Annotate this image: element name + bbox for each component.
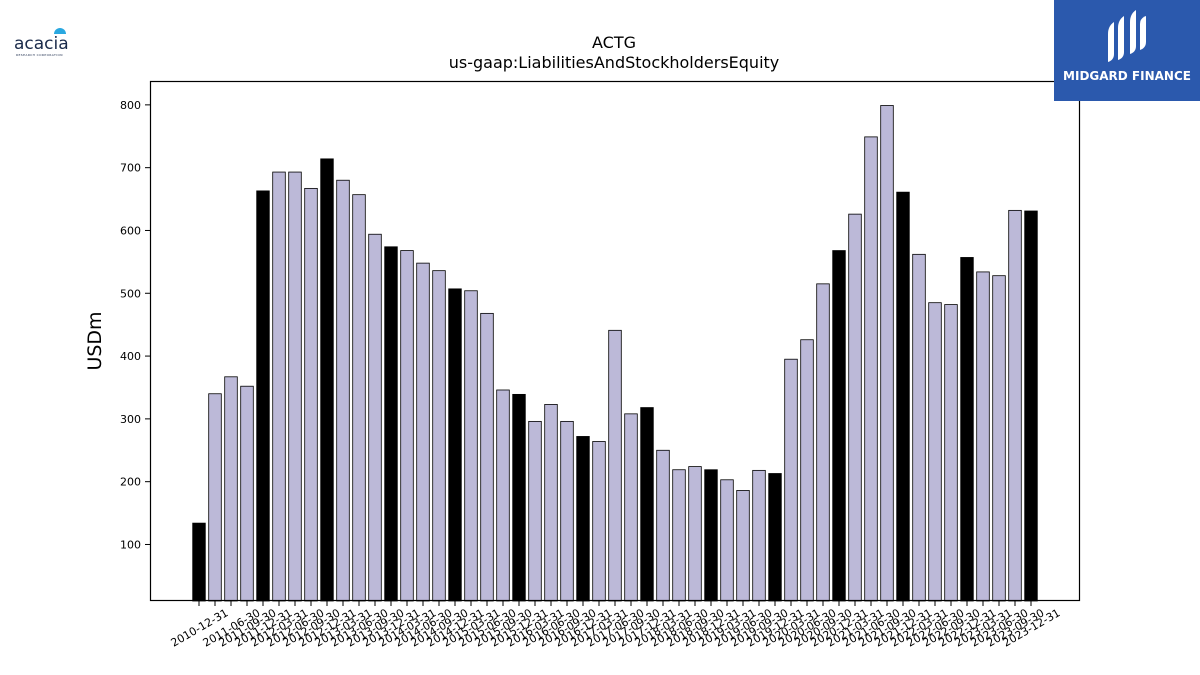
bar-2022-12-31: [960, 257, 974, 602]
bar-2023-12-31: [1024, 210, 1038, 602]
bar-2014-12-31: [448, 288, 462, 602]
bar-2020-06-30: [800, 339, 814, 602]
midgard-m-icon: [1108, 10, 1146, 62]
bar-2020-03-31: [784, 358, 798, 602]
x-axis: 2010-12-312011-06-302011-09-302011-12-31…: [169, 601, 1063, 650]
bar-2011-06-30: [224, 376, 238, 602]
bar-2018-03-31: [656, 449, 670, 602]
bar-2019-09-30: [752, 469, 766, 602]
bar-2023-09-30: [1008, 209, 1022, 602]
bar-2018-09-30: [688, 466, 702, 602]
bar-2016-12-31: [576, 436, 590, 602]
bar-2016-06-30: [544, 404, 558, 602]
bar-2017-12-31: [640, 407, 654, 602]
bar-2015-03-31: [464, 290, 478, 602]
bar-2012-03-31: [272, 171, 286, 602]
bar-2010-12-31: [192, 522, 206, 602]
bar-2020-09-30: [816, 283, 830, 602]
bar-2019-03-31: [720, 479, 734, 602]
bar-2015-12-31: [512, 393, 526, 602]
bar-2021-09-30: [880, 105, 894, 602]
bar-2022-09-30: [944, 304, 958, 602]
bar-2019-12-31: [768, 473, 782, 602]
bar-2018-06-30: [672, 469, 686, 602]
bar-2017-06-30: [608, 329, 622, 602]
chart-subtitle: us-gaap:LiabilitiesAndStockholdersEquity: [449, 53, 780, 72]
bar-2015-06-30: [480, 312, 494, 602]
y-tick-label-700: 700: [120, 162, 141, 175]
y-tick-label-300: 300: [120, 413, 141, 426]
bar-2014-06-30: [416, 262, 430, 602]
bar-2016-09-30: [560, 420, 574, 602]
bar-2013-03-31: [336, 179, 350, 602]
y-axis-label: USDm: [84, 311, 106, 370]
y-tick-label-500: 500: [120, 287, 141, 300]
y-axis: 100 200 300 400 500 600 700 800: [120, 99, 150, 551]
acacia-arc-icon: [54, 28, 66, 34]
bar-2023-03-31: [976, 271, 990, 602]
bar-2021-12-31: [896, 191, 910, 602]
bar-2016-03-31: [528, 420, 542, 602]
bar-2011-12-31: [256, 190, 270, 602]
bar-2012-12-31: [320, 158, 334, 602]
midgard-finance-logo: MIDGARD FINANCE: [1054, 0, 1200, 101]
bar-2018-12-31: [704, 469, 718, 602]
bar-2021-06-30: [864, 136, 878, 602]
acacia-logo: acacia RESEARCH CORPORATION: [14, 26, 76, 57]
bar-2014-03-31: [400, 250, 414, 602]
bars-group: [192, 105, 1038, 602]
acacia-logo-subtext: RESEARCH CORPORATION: [16, 53, 63, 57]
bar-2013-09-30: [368, 233, 382, 602]
acacia-logo-text: acacia: [14, 34, 69, 54]
bar-2013-06-30: [352, 194, 366, 602]
y-tick-label-600: 600: [120, 224, 141, 237]
bar-2012-06-30: [288, 171, 302, 602]
bar-2011-09-30: [240, 385, 254, 602]
bar-2017-09-30: [624, 413, 638, 602]
midgard-logo-text: MIDGARD FINANCE: [1063, 69, 1191, 83]
y-tick-label-100: 100: [120, 538, 141, 551]
bar-2014-09-30: [432, 270, 446, 602]
bar-2011-03-31: [208, 393, 222, 602]
chart-title: ACTG: [592, 33, 636, 52]
bar-2017-03-31: [592, 441, 606, 602]
bar-2015-09-30: [496, 389, 510, 602]
y-tick-label-400: 400: [120, 350, 141, 363]
bar-2022-06-30: [928, 302, 942, 602]
bar-2023-06-30: [992, 275, 1006, 602]
bar-2012-09-30: [304, 187, 318, 602]
bar-2013-12-31: [384, 246, 398, 602]
y-tick-label-800: 800: [120, 99, 141, 112]
bar-2021-03-31: [848, 213, 862, 602]
plot-frame: [149, 80, 1081, 602]
bar-2020-12-31: [832, 250, 846, 602]
y-tick-label-200: 200: [120, 476, 141, 489]
bar-2022-03-31: [912, 253, 926, 602]
bar-2019-06-30: [736, 490, 750, 602]
